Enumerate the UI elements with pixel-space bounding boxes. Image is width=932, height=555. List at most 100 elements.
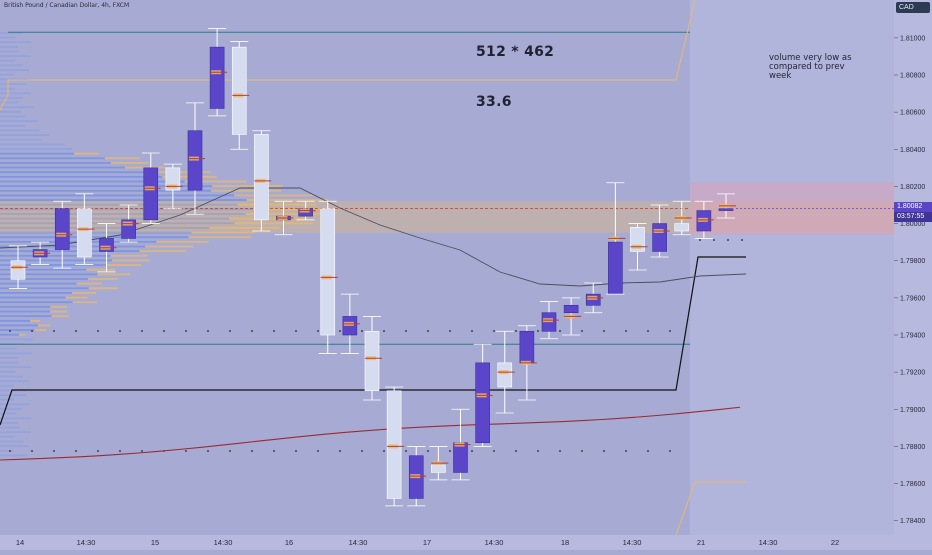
profile-bar-highlight — [88, 278, 118, 280]
profile-bar — [0, 203, 238, 206]
profile-bar-highlight — [139, 250, 186, 253]
profile-bar — [0, 129, 40, 132]
x-tick-label: 18 — [561, 538, 569, 547]
profile-bar — [0, 64, 24, 67]
level-dot — [471, 330, 473, 332]
profile-bar — [0, 148, 72, 150]
level-dot — [383, 450, 385, 452]
candle-body — [10, 260, 26, 280]
profile-bar — [0, 194, 235, 197]
profile-bar — [0, 319, 31, 322]
level-dot — [647, 450, 649, 452]
profile-bar — [0, 268, 87, 271]
candle-body — [674, 223, 690, 232]
y-tick-label: 1.79400 — [900, 333, 925, 340]
level-dot — [383, 330, 385, 332]
profile-bar-highlight — [156, 240, 209, 243]
profile-bar-highlight — [253, 208, 338, 211]
profile-bar — [0, 208, 254, 211]
level-dot — [559, 330, 561, 332]
profile-bar — [0, 115, 26, 118]
level-dot — [699, 239, 701, 241]
annotation-result[interactable]: 33.6 — [476, 94, 512, 110]
symbol-title: British Pound / Canadian Dollar, 4h, FXC… — [4, 2, 130, 9]
profile-bar — [0, 287, 89, 290]
profile-bar-highlight — [184, 180, 247, 183]
profile-bar-highlight — [145, 245, 194, 248]
level-dot — [119, 450, 121, 452]
profile-bar — [0, 41, 32, 44]
level-dot — [185, 450, 187, 452]
profile-bar-highlight — [112, 259, 150, 262]
candle-body — [453, 442, 468, 473]
level-dot — [53, 330, 55, 332]
level-dot — [31, 330, 33, 332]
profile-bar-highlight — [72, 301, 97, 304]
level-dot — [449, 330, 451, 332]
profile-bar-highlight — [234, 222, 313, 225]
candles — [9, 28, 894, 507]
profile-bar — [0, 83, 26, 85]
level-dot — [361, 450, 363, 452]
profile-bar — [0, 162, 112, 164]
x-tick-label: 14:30 — [214, 538, 233, 547]
profile-bar — [0, 59, 16, 62]
x-tick-label: 21 — [697, 538, 705, 547]
profile-bar — [0, 138, 42, 141]
candle-body — [563, 304, 579, 314]
x-tick-label: 17 — [423, 538, 431, 547]
candle-body — [231, 46, 247, 135]
profile-bar — [0, 92, 31, 95]
candle-body — [209, 46, 225, 109]
level-dot — [405, 330, 407, 332]
time-axis: 14 14:30 15 14:30 16 14:30 17 14:30 18 14:30 21 14:… — [16, 538, 839, 547]
profile-bar-highlight — [50, 310, 67, 313]
level-dot — [53, 450, 55, 452]
profile-bar — [0, 380, 30, 383]
profile-bar — [0, 310, 51, 313]
level-dot — [317, 330, 319, 332]
profile-bar — [0, 338, 33, 341]
y-tick-label: 1.81000 — [900, 35, 925, 42]
level-dot — [75, 450, 77, 452]
profile-bar — [0, 175, 163, 178]
level-dot — [273, 450, 275, 452]
profile-bar-highlight — [19, 333, 26, 336]
x-tick-label: 22 — [831, 538, 839, 547]
profile-bar — [0, 384, 14, 387]
y-tick-label: 1.79800 — [900, 258, 925, 265]
profile-bar — [0, 408, 22, 410]
profile-bar-highlight — [51, 315, 69, 318]
profile-bar — [0, 324, 38, 327]
profile-bar — [0, 417, 32, 420]
profile-bar — [0, 157, 105, 160]
annotation-calc[interactable]: 512 * 462 — [476, 44, 555, 60]
profile-bar-highlight — [65, 296, 88, 299]
level-dot — [9, 330, 11, 332]
y-tick-label: 1.78800 — [900, 444, 925, 451]
level-dot — [471, 450, 473, 452]
y-tick-label: 1.78400 — [900, 518, 925, 525]
annotation-note[interactable]: volume very low as compared to prev week — [769, 53, 852, 81]
profile-bar-highlight — [209, 227, 280, 229]
candle-body — [364, 330, 380, 392]
level-dot — [141, 330, 143, 332]
y-tick-label: 1.79000 — [900, 407, 925, 414]
level-dot — [75, 330, 77, 332]
level-dot — [625, 450, 627, 452]
profile-bar — [0, 347, 17, 350]
profile-bar — [0, 120, 39, 123]
profile-bar — [0, 370, 16, 373]
level-dot — [559, 450, 561, 452]
profile-bar-highlight — [188, 236, 252, 239]
profile-bar-highlight — [34, 329, 47, 331]
profile-bar — [0, 333, 20, 336]
currency-badge[interactable]: CAD — [896, 2, 930, 13]
level-dot — [295, 450, 297, 452]
profile-bar — [0, 50, 20, 53]
profile-bar — [0, 213, 246, 215]
candle-body — [77, 208, 92, 258]
profile-bar-highlight — [111, 162, 149, 164]
